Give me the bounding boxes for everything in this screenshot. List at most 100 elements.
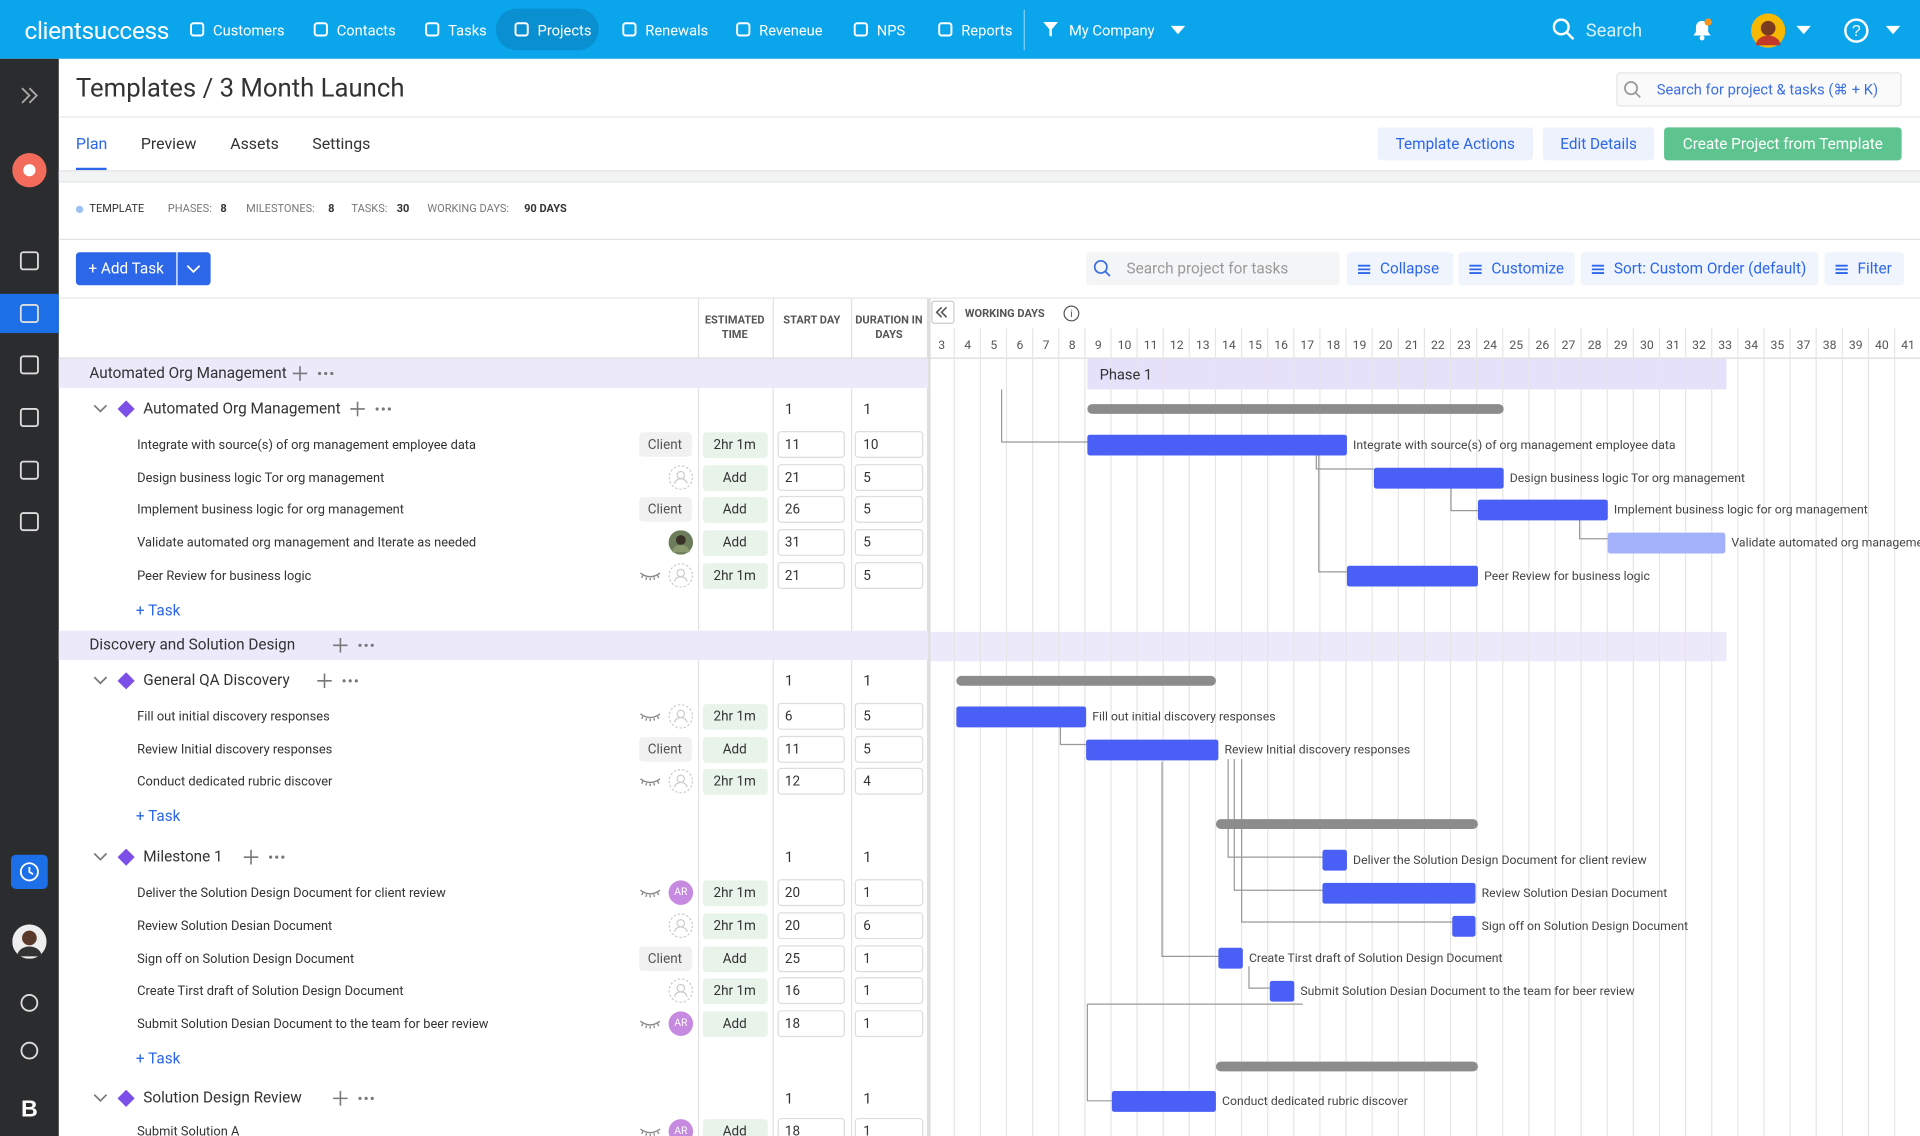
action-button[interactable]: [1542, 127, 1655, 161]
dependency-line: [1450, 486, 1478, 512]
add-task-label: + Add Task: [88, 260, 164, 279]
action-button[interactable]: [1664, 127, 1902, 161]
stat-label: MILESTONES:: [246, 203, 315, 216]
duration-input[interactable]: [854, 977, 924, 1005]
day-label: 8: [1069, 338, 1076, 352]
action-button[interactable]: [1377, 127, 1534, 161]
task-name: Deliver the Solution Design Document for…: [137, 884, 446, 901]
time-pill[interactable]: [702, 978, 768, 1005]
start-input[interactable]: [777, 464, 845, 492]
start-input[interactable]: [777, 562, 845, 589]
task-bar: [1218, 947, 1243, 969]
day-label: 5: [990, 338, 997, 352]
start-input[interactable]: [777, 767, 845, 795]
task-name: Review Solution Desian Document: [137, 917, 333, 934]
start-input[interactable]: [777, 912, 845, 940]
duration-input[interactable]: [854, 945, 924, 973]
time-pill[interactable]: [702, 1011, 768, 1038]
duration-input[interactable]: [854, 702, 924, 730]
time-pill[interactable]: [702, 530, 768, 556]
toolbar-button[interactable]: [1580, 252, 1819, 286]
day-label: 17: [1300, 338, 1314, 352]
time-pill[interactable]: [702, 704, 768, 730]
nav-item[interactable]: NPS: [876, 22, 906, 40]
time-pill[interactable]: [702, 913, 768, 940]
duration-input[interactable]: [854, 562, 924, 589]
time-pill[interactable]: [702, 497, 768, 523]
task-search[interactable]: [1086, 252, 1340, 286]
add-task-button[interactable]: [75, 252, 177, 286]
time-label: 2hr 1m: [713, 708, 756, 725]
duration-input[interactable]: [854, 495, 924, 523]
task-bar-label: Review Initial discovery responses: [1224, 743, 1410, 757]
duration-input[interactable]: [854, 735, 924, 763]
duration-input[interactable]: [854, 879, 924, 907]
duration-input[interactable]: [854, 528, 924, 556]
day-label: 26: [1535, 338, 1549, 352]
caret: [1796, 25, 1812, 35]
tab[interactable]: Assets: [230, 135, 279, 154]
tab[interactable]: Plan: [75, 135, 108, 154]
start-input[interactable]: [777, 528, 845, 556]
start-value: 18: [784, 1123, 801, 1136]
start-input[interactable]: [777, 1010, 845, 1038]
time-pill[interactable]: [702, 768, 768, 795]
task-bar: [1269, 980, 1295, 1002]
column-divider: [697, 298, 700, 1136]
duration-input[interactable]: [854, 912, 924, 940]
nav-item[interactable]: Customers: [213, 22, 285, 40]
global-search[interactable]: Search: [1585, 19, 1643, 42]
stat-label: TASKS:: [351, 203, 388, 216]
toolbar-button-label: Customize: [1491, 260, 1565, 279]
duration-input[interactable]: [854, 1010, 924, 1038]
task-name: Create Tirst draft of Solution Design Do…: [137, 982, 404, 999]
gantt-collapse-icon: [935, 306, 948, 318]
start-input[interactable]: [777, 879, 845, 907]
task-bar: [956, 706, 1087, 728]
tabs-border: [58, 170, 1920, 182]
time-pill[interactable]: [702, 737, 768, 763]
action-button-label: Create Project from Template: [1682, 135, 1883, 154]
time-pill[interactable]: [702, 946, 768, 973]
add-task-link[interactable]: + Task: [135, 601, 181, 621]
nav-item[interactable]: Projects: [537, 22, 592, 40]
tab[interactable]: Settings: [312, 135, 371, 154]
nav-item[interactable]: Reports: [961, 22, 1013, 40]
nav-item[interactable]: Renewals: [645, 22, 709, 40]
company-selector[interactable]: My Company: [1068, 22, 1155, 40]
duration-input[interactable]: [854, 1117, 924, 1136]
duration-value: 1: [863, 982, 871, 999]
nav-item[interactable]: Contacts: [336, 22, 396, 40]
time-pill[interactable]: [702, 563, 768, 589]
nav-item[interactable]: Tasks: [448, 22, 487, 40]
duration-input[interactable]: [854, 431, 924, 458]
add-task-link[interactable]: + Task: [135, 1050, 181, 1069]
add-task-link[interactable]: + Task: [135, 807, 181, 826]
start-input[interactable]: [777, 431, 845, 458]
add-task-menu[interactable]: [177, 252, 211, 286]
toolbar-icon: [1835, 264, 1848, 274]
start-input[interactable]: [777, 495, 845, 523]
duration-input[interactable]: [854, 464, 924, 492]
nav-item[interactable]: Reveneue: [759, 22, 823, 40]
project-search[interactable]: [1616, 72, 1902, 107]
time-label: Add: [722, 534, 747, 551]
more-icon: [358, 643, 375, 647]
duration-value: 5: [863, 567, 871, 584]
time-pill[interactable]: [702, 465, 768, 492]
milestone-bar: [956, 675, 1216, 686]
start-input[interactable]: [777, 945, 845, 973]
chevron: [93, 404, 108, 413]
chevron: [93, 1094, 108, 1103]
start-value: 26: [784, 501, 801, 518]
time-pill[interactable]: [702, 880, 768, 907]
tab[interactable]: Preview: [140, 135, 197, 154]
task-bar: [1111, 1091, 1216, 1112]
start-input[interactable]: [777, 735, 845, 763]
duration-input[interactable]: [854, 767, 924, 795]
start-input[interactable]: [777, 1117, 845, 1136]
time-pill[interactable]: [702, 432, 768, 458]
start-input[interactable]: [777, 702, 845, 730]
start-input[interactable]: [777, 977, 845, 1005]
time-pill[interactable]: [702, 1119, 768, 1136]
